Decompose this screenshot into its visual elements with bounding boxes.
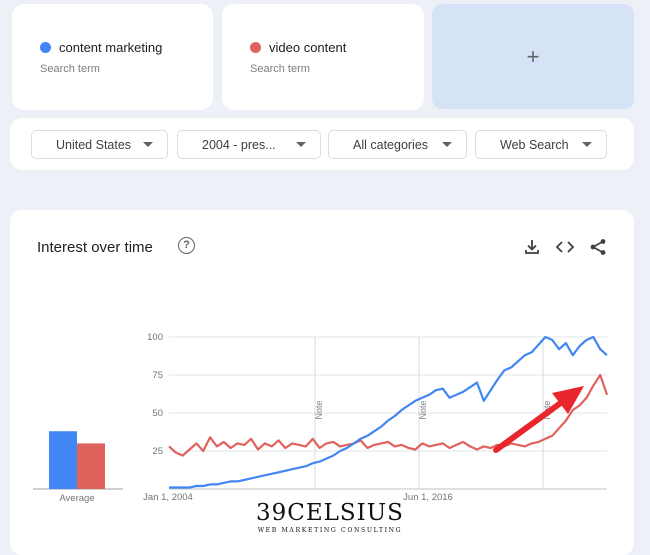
y-tick-label: 75 xyxy=(152,370,163,381)
note-label: Note xyxy=(418,400,428,419)
plus-icon: + xyxy=(526,43,540,69)
term-card-2[interactable]: video content Search term xyxy=(222,4,424,110)
watermark-title: 39CELSIUS xyxy=(256,500,404,526)
y-tick-label: 100 xyxy=(147,332,163,343)
term-color-dot xyxy=(250,42,261,53)
caret-down-icon xyxy=(582,142,592,147)
period-dropdown[interactable]: 2004 - pres... xyxy=(177,130,321,159)
embed-icon[interactable] xyxy=(556,238,574,256)
period-value: 2004 - pres... xyxy=(202,137,276,152)
category-value: All categories xyxy=(353,137,429,152)
chart-lines xyxy=(168,335,609,489)
term-type: Search term xyxy=(40,63,100,75)
term-name: content marketing xyxy=(59,40,163,55)
average-label: Average xyxy=(59,493,94,504)
series-line-video-content xyxy=(168,373,609,457)
series-line-content-marketing xyxy=(169,335,608,489)
filter-bar: United States 2004 - pres... All categor… xyxy=(10,118,634,170)
annotation-arrow xyxy=(493,386,584,453)
category-dropdown[interactable]: All categories xyxy=(328,130,467,159)
caret-down-icon xyxy=(143,142,153,147)
term-card-1[interactable]: content marketing Search term xyxy=(12,4,213,110)
term-color-dot xyxy=(40,42,51,53)
search-type-dropdown[interactable]: Web Search xyxy=(475,130,607,159)
note-label: Note xyxy=(314,400,324,419)
x-tick-label: Jun 1, 2016 xyxy=(403,492,453,503)
panel-title: Interest over time xyxy=(37,239,153,256)
average-bars: Average xyxy=(33,431,123,504)
share-icon[interactable] xyxy=(589,238,607,256)
region-value: United States xyxy=(56,137,132,152)
region-dropdown[interactable]: United States xyxy=(31,130,168,159)
download-icon[interactable] xyxy=(523,238,541,256)
average-bar-content-marketing xyxy=(49,431,77,489)
term-type: Search term xyxy=(250,63,310,75)
caret-down-icon xyxy=(442,142,452,147)
x-tick-label: Jan 1, 2004 xyxy=(143,492,193,503)
chart-grid xyxy=(169,336,607,490)
add-comparison-button[interactable]: + xyxy=(432,4,634,109)
y-tick-label: 50 xyxy=(152,408,163,419)
average-bar-video-content xyxy=(77,443,105,489)
watermark-subtitle: WEB MARKETING CONSULTING xyxy=(257,527,403,534)
interest-over-time-panel: Interest over time ? xyxy=(10,210,634,555)
search-type-value: Web Search xyxy=(500,137,569,152)
help-icon[interactable]: ? xyxy=(178,237,195,254)
caret-down-icon xyxy=(296,142,306,147)
y-tick-label: 25 xyxy=(152,446,163,457)
term-name: video content xyxy=(269,40,347,55)
watermark-logo: 39CELSIUS WEB MARKETING CONSULTING xyxy=(256,500,404,536)
